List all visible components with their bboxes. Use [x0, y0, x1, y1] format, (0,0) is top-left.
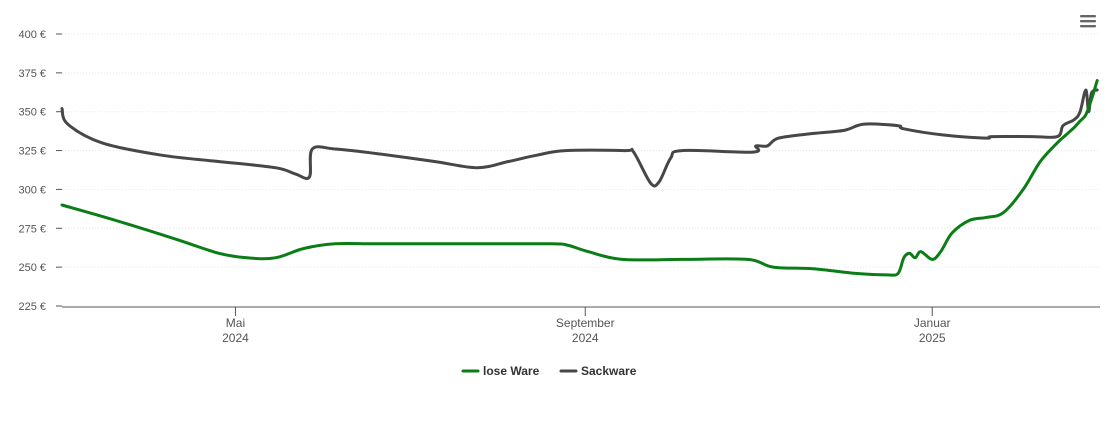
y-tick-label: 300 €	[18, 184, 46, 196]
x-tick-label-year: 2024	[572, 331, 599, 345]
legend-label: lose Ware	[483, 364, 540, 378]
y-tick-label: 325 €	[18, 146, 46, 158]
y-axis-labels: 225 € 250 € 275 € 300 € 325 € 350 € 375 € 400 €	[18, 29, 62, 313]
y-tick-label: 400 €	[18, 29, 46, 41]
x-tick-label-month: Mai	[226, 316, 245, 330]
x-tick-label-year: 2024	[222, 331, 249, 345]
legend-label: Sackware	[581, 364, 637, 378]
y-tick-label: 275 €	[18, 223, 46, 235]
x-tick-label-month: Januar	[914, 316, 951, 330]
hamburger-menu-icon[interactable]	[1076, 10, 1100, 32]
legend-item[interactable]: lose Ware	[461, 364, 540, 378]
y-tick-label: 375 €	[18, 68, 46, 80]
x-tick-label-month: September	[556, 316, 615, 330]
y-tick-label: 250 €	[18, 262, 46, 274]
series-line-lose-ware[interactable]	[60, 79, 1099, 277]
legend: lose Ware Sackware	[461, 364, 637, 378]
y-tick-label: 350 €	[18, 107, 46, 119]
x-tick-label-year: 2025	[919, 331, 946, 345]
series-layer	[60, 79, 1099, 277]
series-line-sackware[interactable]	[60, 88, 1099, 188]
legend-item[interactable]: Sackware	[559, 364, 637, 378]
y-tick-label: 225 €	[18, 301, 46, 313]
